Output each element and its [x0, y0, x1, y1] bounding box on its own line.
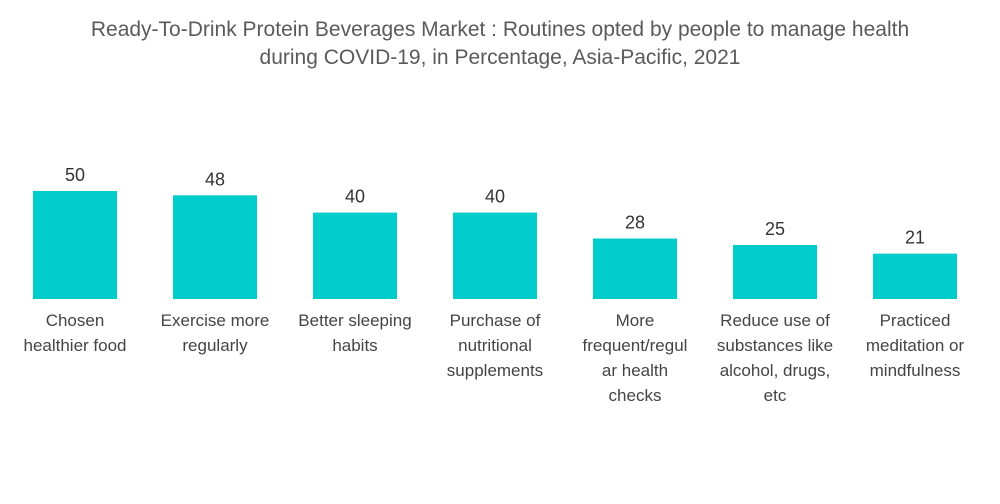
category-label-line: checks [609, 386, 662, 405]
category-label-line: ar health [602, 361, 668, 380]
category-label-line: Chosen [46, 311, 105, 330]
category-label-6: Practiced meditation or mindfulness [866, 311, 965, 380]
category-label-line: mindfulness [870, 361, 961, 380]
category-label-line: frequent/regul [583, 336, 688, 355]
category-label-line: regularly [182, 336, 248, 355]
chart-title: Ready-To-Drink Protein Beverages Market … [90, 18, 910, 69]
value-label-3: 40 [485, 187, 505, 207]
bar-2 [313, 212, 397, 299]
category-label-5: Reduce use of substances like alcohol, dru… [717, 311, 833, 405]
category-label-line: substances like [717, 336, 833, 355]
bar-6 [873, 253, 957, 299]
category-label-line: Better sleeping [298, 311, 411, 330]
category-label-line: alcohol, drugs, [720, 361, 831, 380]
category-label-line: Exercise more [161, 311, 270, 330]
category-label-line: nutritional [458, 336, 532, 355]
category-label-line: habits [332, 336, 377, 355]
category-label-line: More [616, 311, 655, 330]
bar-4 [593, 238, 677, 299]
category-label-line: supplements [447, 361, 543, 380]
bar-5 [733, 245, 817, 299]
category-label-line: Reduce use of [720, 311, 830, 330]
bar-3 [453, 212, 537, 299]
category-label-0: Chosen healthier food [23, 311, 126, 355]
bars-group [33, 191, 957, 299]
category-label-line: Practiced [880, 311, 951, 330]
bar-1 [173, 195, 257, 299]
value-label-1: 48 [205, 169, 225, 189]
category-label-3: Purchase of nutritional supplements [447, 311, 543, 380]
value-labels-group: 50 48 40 40 28 25 21 [65, 165, 925, 248]
value-label-5: 25 [765, 219, 785, 239]
category-label-line: Purchase of [450, 311, 541, 330]
value-label-4: 28 [625, 213, 645, 233]
category-label-line: healthier food [23, 336, 126, 355]
category-label-line: etc [764, 386, 787, 405]
category-label-2: Better sleeping habits [298, 311, 411, 355]
value-label-2: 40 [345, 187, 365, 207]
value-label-6: 21 [905, 228, 925, 248]
category-label-4: More frequent/regul ar health checks [583, 311, 688, 405]
category-labels-group: Chosen healthier food Exercise more regular… [23, 311, 964, 405]
value-label-0: 50 [65, 165, 85, 185]
category-label-1: Exercise more regularly [161, 311, 270, 355]
bar-0 [33, 191, 117, 299]
category-label-line: meditation or [866, 336, 965, 355]
